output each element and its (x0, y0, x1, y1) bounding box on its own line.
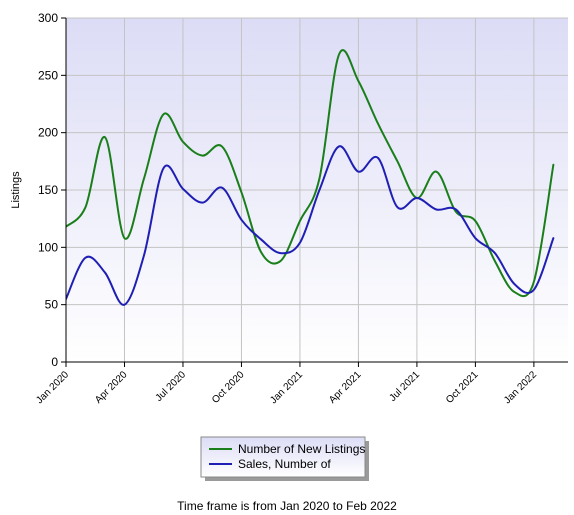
x-ticks: Jan 2020 Apr 2020 Jul 2020 Oct 2020 Jan 2021… (34, 362, 539, 406)
y-tick-label: 150 (38, 183, 58, 197)
y-tick-label: 50 (45, 298, 59, 312)
y-tick-label: 0 (51, 355, 58, 369)
x-tick-label: Oct 2020 (210, 369, 247, 406)
series-group (66, 49, 555, 306)
y-tick-label: 250 (38, 68, 58, 82)
x-tick-label: Jan 2021 (268, 369, 305, 406)
time-frame-caption: Time frame is from Jan 2020 to Feb 2022 (177, 499, 397, 513)
x-tick-label: Jan 2020 (34, 369, 71, 406)
legend-box (200, 436, 366, 478)
y-ticks: 0 50 100 150 200 250 300 (38, 11, 66, 369)
series-line-new-listings (66, 49, 555, 298)
legend-label-sales: Sales, Number of (238, 457, 331, 471)
y-tick-label: 200 (38, 126, 58, 140)
x-tick-label: Jan 2022 (502, 369, 539, 406)
x-tick-label: Apr 2021 (327, 369, 364, 406)
x-tick-label: Apr 2020 (93, 369, 130, 406)
x-tick-label: Oct 2021 (444, 369, 481, 406)
y-tick-label: 100 (38, 240, 58, 254)
legend: Number of New Listings Sales, Number of (200, 436, 369, 481)
x-tick-label: Jul 2021 (388, 369, 423, 404)
y-tick-label: 300 (38, 11, 58, 25)
legend-label-new-listings: Number of New Listings (238, 442, 365, 456)
y-axis-label: Listings (10, 171, 22, 209)
x-tick-label: Jul 2020 (154, 369, 189, 404)
series-line-sales (66, 145, 555, 306)
